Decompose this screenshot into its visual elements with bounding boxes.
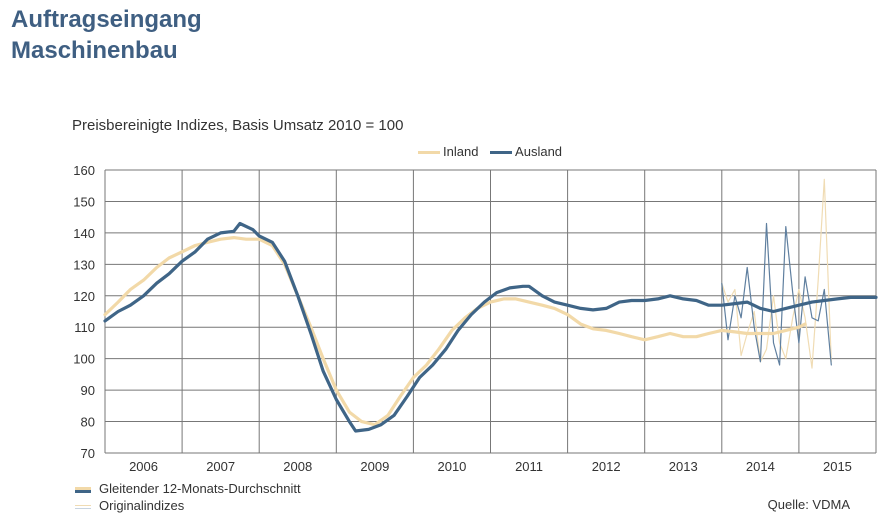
source-note: Quelle: VDMA: [767, 497, 850, 512]
legend-label-ausland: Ausland: [515, 144, 563, 159]
series-line-ausland-original: [721, 222, 832, 366]
y-tick-label: 120: [73, 289, 95, 304]
legend-swatch-inland: [418, 151, 440, 155]
legend-smoothed-label: Gleitender 12-Monats-Durchschnitt: [99, 481, 301, 496]
title-line-1: Auftragseingang: [11, 6, 202, 33]
x-tick-label: 2009: [360, 459, 389, 474]
y-tick-label: 130: [73, 257, 95, 272]
y-tick-label: 100: [73, 352, 95, 367]
legend-label-inland: Inland: [443, 144, 479, 159]
series-line-inland-smoothed: [103, 236, 807, 427]
y-tick-label: 110: [74, 320, 95, 335]
smoothed-swatch-icon: [75, 486, 91, 494]
legend-item-inland: Inland: [418, 144, 482, 159]
legend-smoothed: Gleitender 12-Monats-Durchschnitt: [75, 481, 301, 496]
legend-swatch-ausland: [490, 151, 513, 155]
x-tick-label: 2015: [823, 459, 852, 474]
x-tick-label: 2012: [592, 459, 621, 474]
y-tick-label: 150: [73, 194, 95, 209]
series-line-inland-original: [721, 178, 832, 369]
x-tick-label: 2007: [206, 459, 235, 474]
legend: Inland Ausland: [418, 144, 570, 159]
title-line-2: Maschinenbau: [11, 37, 178, 64]
x-tick-label: 2011: [515, 459, 543, 474]
y-tick-label: 70: [81, 446, 95, 461]
x-tick-label: 2010: [437, 459, 466, 474]
x-tick-label: 2013: [669, 459, 698, 474]
x-tick-label: 2008: [283, 459, 312, 474]
y-tick-label: 140: [73, 226, 95, 241]
legend-original-label: Originalindizes: [99, 498, 185, 513]
chart-title: Auftragseingang Maschinenbau: [11, 4, 202, 66]
legend-item-ausland: Ausland: [490, 144, 562, 159]
legend-original: Originalindizes: [75, 498, 184, 513]
original-swatch-icon: [75, 503, 91, 511]
x-tick-label: 2014: [746, 459, 775, 474]
x-tick-label: 2006: [129, 459, 158, 474]
y-tick-label: 90: [81, 383, 95, 398]
y-tick-label: 80: [81, 415, 95, 430]
series-line-ausland-smoothed: [103, 221, 878, 433]
chart-subtitle: Preisbereinigte Indizes, Basis Umsatz 20…: [72, 117, 404, 134]
y-tick-label: 160: [73, 163, 95, 178]
